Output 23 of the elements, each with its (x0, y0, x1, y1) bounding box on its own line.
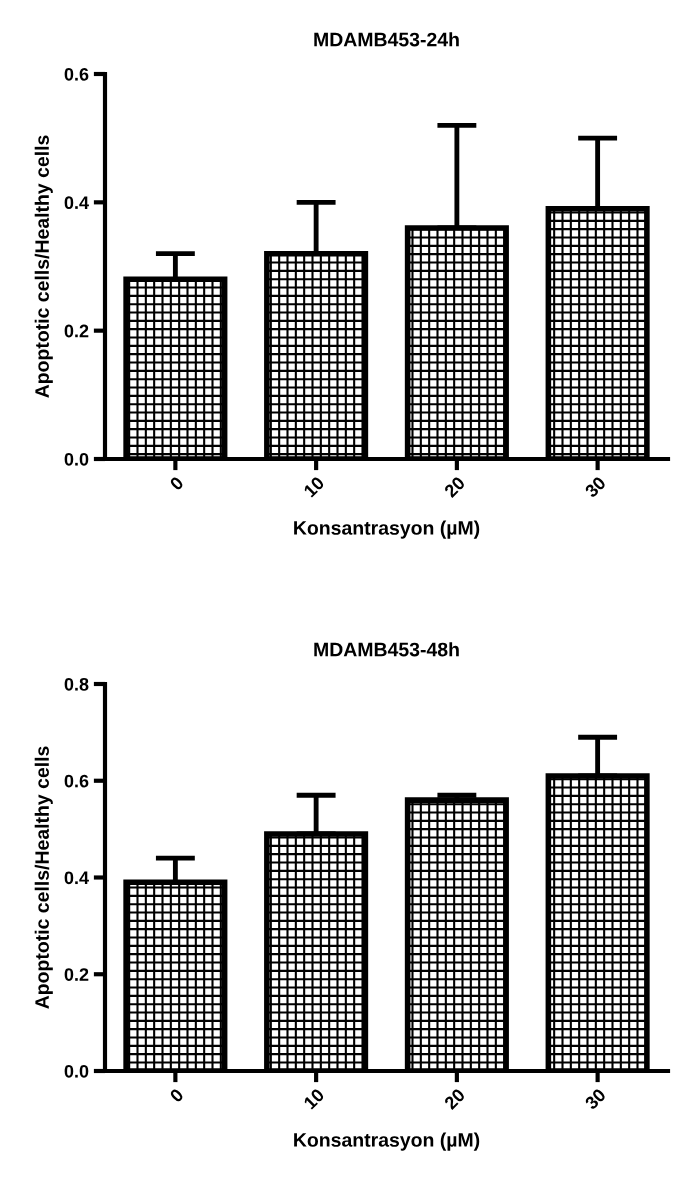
y-tick-label: 0.6 (64, 67, 89, 81)
y-tick-label: 0.4 (64, 871, 89, 885)
y-tick-label: 0.0 (64, 452, 89, 466)
chart-title: MDAMB453-24h (314, 32, 459, 47)
x-tick-label: 20 (443, 1087, 466, 1111)
x-tick-label: 20 (443, 475, 466, 499)
y-tick-label: 0.2 (64, 324, 89, 338)
chart-title: MDAMB453-48h (314, 642, 459, 657)
x-tick-label: 30 (584, 475, 607, 499)
x-tick-label: 10 (303, 475, 325, 498)
y-tick-label: 0.2 (64, 968, 89, 981)
x-tick-label: 0 (169, 475, 185, 491)
y-axis-title: Apoptotic cells/Healthy cells (34, 746, 53, 1009)
x-tick-label: 10 (303, 1087, 325, 1110)
x-tick-label: 0 (169, 1087, 185, 1103)
y-tick-label: 0.0 (64, 1064, 89, 1078)
y-tick-label: 0.6 (64, 774, 89, 788)
x-axis-title: Konsantrasyon (µM) (294, 520, 480, 539)
y-axis-title: Apoptotic cells/Healthy cells (34, 135, 53, 398)
x-axis-title: Konsantrasyon (µM) (294, 1132, 480, 1151)
y-tick-label: 0.4 (64, 196, 89, 210)
y-tick-label: 0.8 (64, 677, 89, 691)
x-tick-label: 30 (584, 1087, 607, 1111)
